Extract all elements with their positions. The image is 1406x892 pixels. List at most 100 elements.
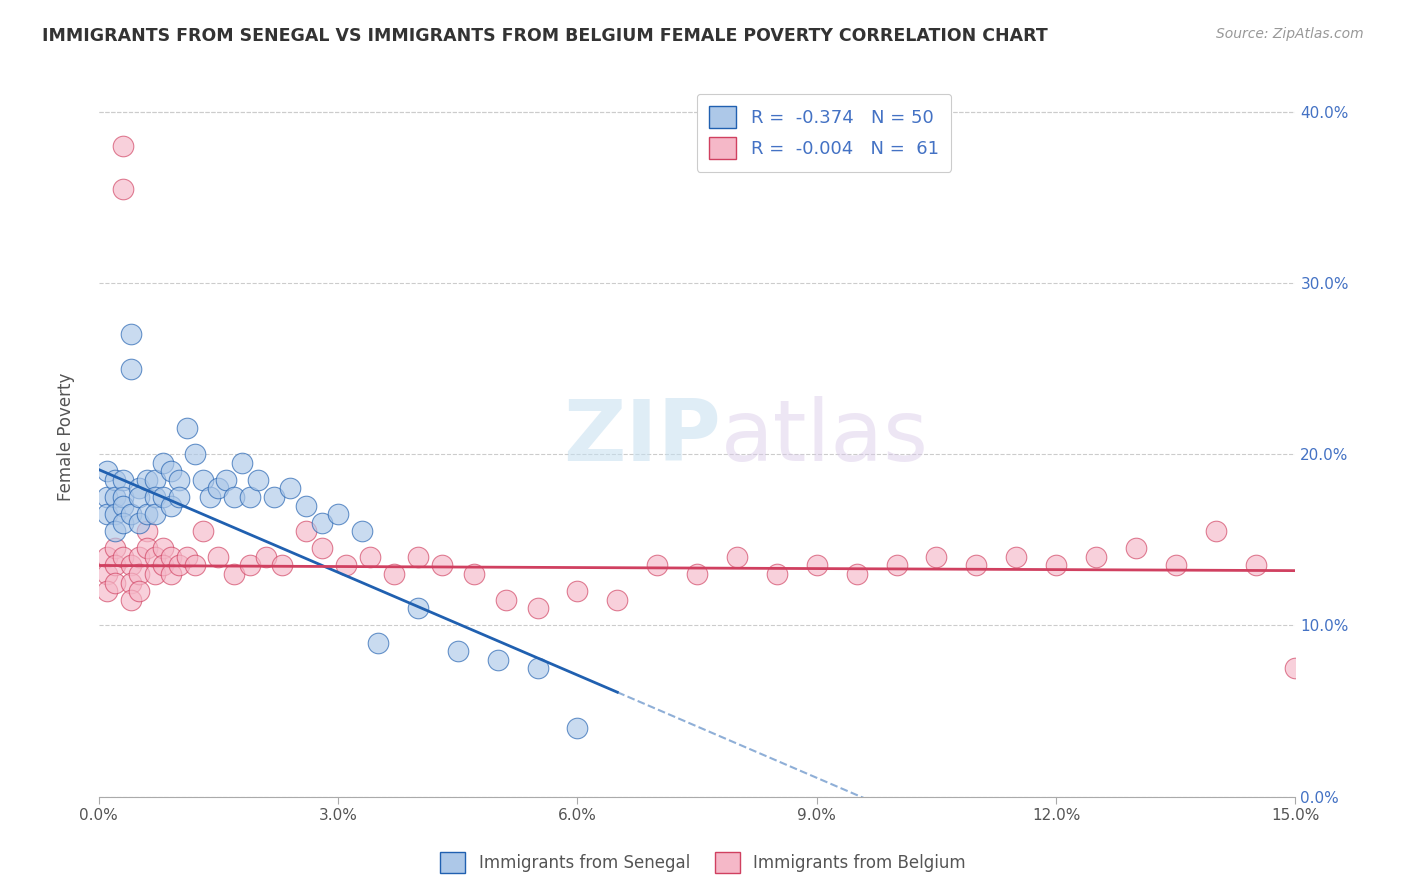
Point bbox=[766, 567, 789, 582]
Legend: Immigrants from Senegal, Immigrants from Belgium: Immigrants from Senegal, Immigrants from… bbox=[433, 846, 973, 880]
Point bbox=[352, 524, 374, 539]
Point bbox=[526, 661, 548, 675]
Point bbox=[135, 507, 157, 521]
Point bbox=[183, 558, 205, 573]
Point bbox=[382, 567, 405, 582]
Point bbox=[1284, 661, 1306, 675]
Point bbox=[104, 473, 127, 487]
Point bbox=[96, 464, 118, 478]
Point bbox=[463, 567, 485, 582]
Point bbox=[1244, 558, 1267, 573]
Point bbox=[311, 541, 333, 556]
Point bbox=[111, 549, 134, 564]
Point bbox=[295, 524, 318, 539]
Point bbox=[886, 558, 908, 573]
Point bbox=[135, 524, 157, 539]
Point bbox=[128, 482, 150, 496]
Point bbox=[152, 456, 174, 470]
Point bbox=[965, 558, 987, 573]
Point bbox=[224, 490, 246, 504]
Point bbox=[567, 584, 589, 599]
Point bbox=[159, 464, 181, 478]
Text: atlas: atlas bbox=[721, 395, 929, 478]
Point bbox=[1164, 558, 1187, 573]
Point bbox=[278, 482, 301, 496]
Point bbox=[120, 558, 142, 573]
Point bbox=[406, 549, 429, 564]
Point bbox=[104, 558, 127, 573]
Point bbox=[96, 584, 118, 599]
Text: Source: ZipAtlas.com: Source: ZipAtlas.com bbox=[1216, 27, 1364, 41]
Point bbox=[135, 473, 157, 487]
Point bbox=[152, 490, 174, 504]
Point bbox=[96, 567, 118, 582]
Point bbox=[239, 558, 262, 573]
Point bbox=[447, 644, 470, 658]
Point bbox=[231, 456, 253, 470]
Point bbox=[606, 592, 628, 607]
Point bbox=[104, 524, 127, 539]
Point bbox=[271, 558, 294, 573]
Point bbox=[725, 549, 748, 564]
Point bbox=[96, 490, 118, 504]
Point bbox=[143, 490, 166, 504]
Point bbox=[207, 549, 229, 564]
Point bbox=[247, 473, 270, 487]
Point bbox=[104, 490, 127, 504]
Point bbox=[239, 490, 262, 504]
Point bbox=[1005, 549, 1028, 564]
Point bbox=[128, 567, 150, 582]
Point bbox=[152, 558, 174, 573]
Point bbox=[191, 473, 214, 487]
Point bbox=[183, 447, 205, 461]
Point bbox=[207, 482, 229, 496]
Point bbox=[104, 541, 127, 556]
Y-axis label: Female Poverty: Female Poverty bbox=[58, 373, 75, 501]
Point bbox=[486, 653, 509, 667]
Point bbox=[176, 549, 198, 564]
Point bbox=[526, 601, 548, 615]
Point bbox=[495, 592, 517, 607]
Point bbox=[176, 421, 198, 435]
Point bbox=[806, 558, 828, 573]
Point bbox=[167, 558, 190, 573]
Point bbox=[1045, 558, 1067, 573]
Point bbox=[128, 490, 150, 504]
Point bbox=[96, 549, 118, 564]
Point bbox=[1205, 524, 1227, 539]
Point bbox=[111, 499, 134, 513]
Point bbox=[406, 601, 429, 615]
Point bbox=[567, 721, 589, 735]
Point bbox=[326, 507, 349, 521]
Point bbox=[1085, 549, 1108, 564]
Point bbox=[215, 473, 238, 487]
Point bbox=[159, 567, 181, 582]
Point bbox=[159, 549, 181, 564]
Point bbox=[135, 541, 157, 556]
Point bbox=[311, 516, 333, 530]
Point bbox=[128, 516, 150, 530]
Point bbox=[254, 549, 277, 564]
Point bbox=[120, 507, 142, 521]
Point bbox=[111, 516, 134, 530]
Point bbox=[645, 558, 668, 573]
Point bbox=[845, 567, 868, 582]
Point bbox=[191, 524, 214, 539]
Point bbox=[111, 473, 134, 487]
Text: IMMIGRANTS FROM SENEGAL VS IMMIGRANTS FROM BELGIUM FEMALE POVERTY CORRELATION CH: IMMIGRANTS FROM SENEGAL VS IMMIGRANTS FR… bbox=[42, 27, 1047, 45]
Point bbox=[143, 549, 166, 564]
Point bbox=[104, 507, 127, 521]
Point bbox=[167, 490, 190, 504]
Point bbox=[335, 558, 357, 573]
Point bbox=[152, 541, 174, 556]
Point bbox=[143, 507, 166, 521]
Point bbox=[295, 499, 318, 513]
Point bbox=[263, 490, 285, 504]
Point bbox=[120, 361, 142, 376]
Point bbox=[120, 575, 142, 590]
Point bbox=[120, 327, 142, 342]
Point bbox=[359, 549, 381, 564]
Text: ZIP: ZIP bbox=[564, 395, 721, 478]
Point bbox=[159, 499, 181, 513]
Point bbox=[128, 584, 150, 599]
